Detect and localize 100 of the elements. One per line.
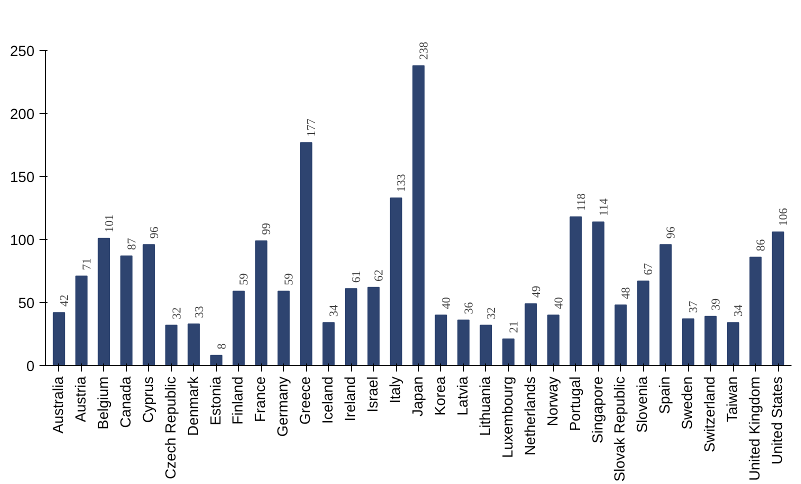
x-tick-label: United States bbox=[770, 376, 786, 464]
data-label: 40 bbox=[438, 297, 453, 310]
bar bbox=[704, 316, 717, 366]
data-label: 118 bbox=[574, 193, 588, 211]
x-tick-label: Israel bbox=[366, 376, 382, 412]
data-label: 40 bbox=[551, 297, 566, 310]
x-tick-label: Sweden bbox=[680, 376, 696, 430]
data-label: 96 bbox=[146, 226, 161, 239]
bar bbox=[480, 324, 492, 366]
x-tick-label: Japan bbox=[410, 376, 426, 416]
data-label: 101 bbox=[102, 214, 116, 232]
data-label: 37 bbox=[686, 300, 700, 313]
x-tick-label: Austria bbox=[73, 376, 90, 422]
bar bbox=[592, 221, 604, 366]
bar bbox=[547, 314, 560, 366]
x-tick-label: Switzerland bbox=[702, 376, 719, 452]
bar bbox=[344, 288, 358, 366]
x-tick-label: Italy bbox=[388, 376, 404, 404]
x-tick-label: Korea bbox=[432, 376, 449, 416]
data-label: 32 bbox=[169, 307, 184, 320]
x-tick-label: Cyprus bbox=[140, 376, 157, 423]
bar bbox=[772, 232, 784, 366]
bar bbox=[726, 322, 740, 366]
x-tick-label: Iceland bbox=[320, 376, 337, 424]
bar bbox=[75, 276, 88, 366]
bar bbox=[614, 304, 627, 366]
data-label: 87 bbox=[124, 238, 138, 250]
x-tick-label: Slovak Republic bbox=[612, 376, 629, 482]
x-tick-label: Spain bbox=[658, 376, 674, 414]
data-label: 8 bbox=[214, 343, 228, 350]
x-tick-label: Singapore bbox=[590, 376, 606, 444]
bar bbox=[232, 290, 245, 366]
x-tick-label: Greece bbox=[298, 376, 314, 425]
data-label: 106 bbox=[776, 208, 790, 226]
data-label: 36 bbox=[461, 302, 476, 314]
x-tick-label: Luxembourg bbox=[500, 376, 516, 458]
x-tick-label: Canada bbox=[118, 376, 134, 428]
data-label: 177 bbox=[304, 118, 318, 137]
y-tick-label: 200 bbox=[10, 107, 35, 124]
bar bbox=[457, 320, 470, 366]
bar bbox=[367, 286, 380, 366]
x-tick-label: Australia bbox=[50, 376, 67, 434]
data-label: 99 bbox=[259, 222, 274, 235]
bar bbox=[682, 318, 694, 366]
y-tick-label: 0 bbox=[26, 359, 35, 375]
y-tick-label: 50 bbox=[18, 296, 35, 312]
x-tick-label: Slovenia bbox=[635, 376, 652, 433]
x-tick-label: Latvia bbox=[455, 376, 472, 416]
data-label: 114 bbox=[596, 198, 610, 216]
bar bbox=[412, 65, 425, 366]
bar bbox=[570, 216, 582, 366]
x-tick-label: Estonia bbox=[208, 376, 224, 426]
bar bbox=[120, 255, 133, 366]
data-label: 96 bbox=[664, 226, 678, 239]
data-label: 71 bbox=[79, 258, 94, 270]
y-tick-label: 150 bbox=[10, 170, 35, 186]
bar bbox=[300, 142, 312, 366]
data-label: 59 bbox=[282, 273, 296, 286]
data-label: 42 bbox=[56, 294, 71, 307]
x-tick-label: Taiwan bbox=[725, 376, 742, 422]
data-label: 133 bbox=[394, 174, 408, 192]
x-tick-label: Belgium bbox=[96, 376, 112, 430]
x-tick-label: Czech Republic bbox=[163, 376, 180, 480]
bar bbox=[637, 280, 650, 366]
x-tick-label: Portugal bbox=[568, 376, 584, 432]
x-tick-label: Norway bbox=[545, 376, 562, 426]
bar bbox=[210, 354, 222, 366]
bar bbox=[502, 338, 514, 366]
x-tick-label: Germany bbox=[276, 376, 292, 437]
bar bbox=[165, 324, 178, 366]
bar bbox=[660, 244, 672, 366]
data-label: 49 bbox=[528, 286, 543, 298]
data-label: 33 bbox=[192, 306, 206, 318]
x-tick-label: France bbox=[253, 376, 270, 422]
bar bbox=[98, 238, 110, 366]
data-label: 34 bbox=[731, 304, 746, 317]
data-label: 32 bbox=[484, 307, 498, 320]
data-label: 62 bbox=[372, 269, 386, 282]
data-label: 86 bbox=[754, 239, 768, 252]
data-label: 61 bbox=[349, 270, 364, 283]
bar bbox=[142, 244, 155, 366]
bar bbox=[434, 314, 448, 366]
y-tick-label: 250 bbox=[10, 44, 35, 60]
bar bbox=[255, 240, 268, 366]
x-tick-label: Ireland bbox=[343, 376, 360, 422]
x-tick-label: United Kingdom bbox=[748, 376, 764, 481]
data-label: 67 bbox=[641, 263, 656, 276]
x-tick-label: Denmark bbox=[186, 376, 202, 436]
bar bbox=[52, 312, 66, 366]
bar bbox=[188, 323, 200, 366]
data-label: 34 bbox=[326, 304, 341, 317]
data-label: 238 bbox=[416, 42, 430, 60]
bar bbox=[524, 303, 537, 366]
data-label: 39 bbox=[708, 298, 723, 310]
bar bbox=[322, 322, 335, 366]
y-tick-label: 100 bbox=[10, 233, 35, 250]
bar bbox=[390, 198, 402, 366]
data-label: 59 bbox=[236, 273, 251, 286]
bar bbox=[278, 290, 290, 366]
x-tick-label: Netherlands bbox=[522, 376, 539, 456]
